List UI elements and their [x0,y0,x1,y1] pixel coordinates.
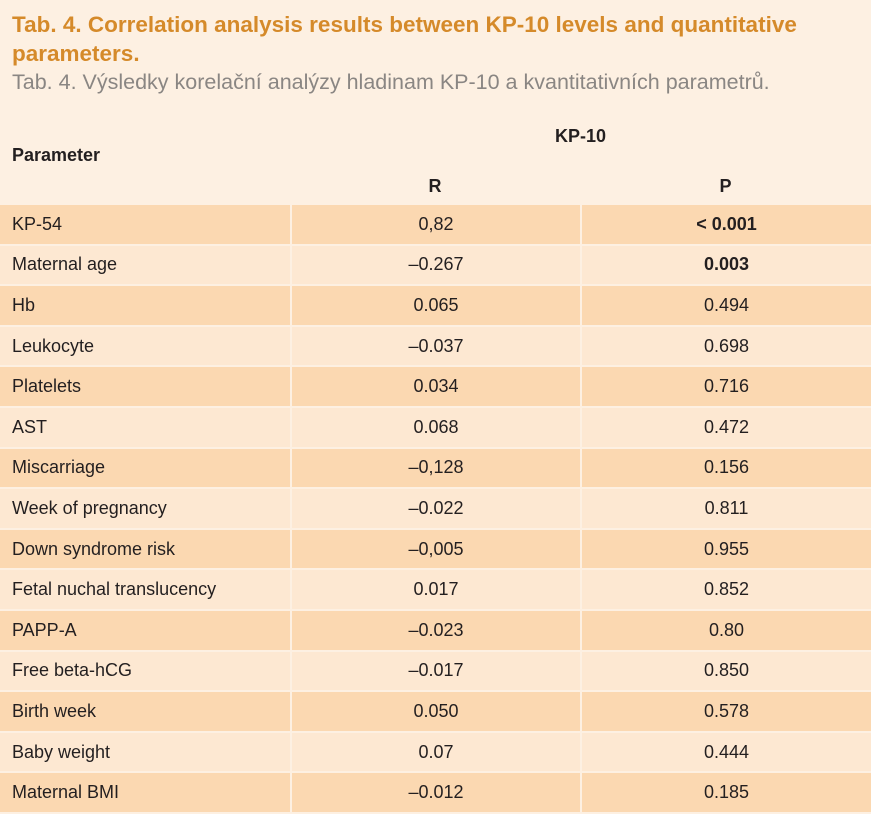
parameter-cell: Platelets [0,367,290,408]
table-caption: Tab. 4. Correlation analysis results bet… [0,0,871,96]
r-value-cell: –0.023 [290,610,580,652]
r-value-cell: 0.034 [290,367,580,408]
p-value-cell: 0.156 [580,448,871,490]
r-value-cell: 0,82 [290,205,580,246]
table-row: Down syndrome risk –0,005 0.955 [0,529,871,571]
p-value-cell: 0.578 [580,692,871,733]
table-row: Maternal BMI –0.012 0.185 [0,773,871,814]
parameter-cell: KP-54 [0,205,290,246]
table-row: Hb 0.065 0.494 [0,286,871,327]
p-value-cell: 0.852 [580,570,871,611]
table-row: Week of pregnancy –0.022 0.811 [0,489,871,530]
kp10-group-header: KP-10 [554,126,607,146]
r-value-cell: –0.037 [290,326,580,368]
r-value-cell: 0.068 [290,407,580,449]
parameter-cell: Free beta-hCG [0,651,290,693]
parameter-cell: Baby weight [0,732,290,774]
table-row: KP-54 0,82 < 0.001 [0,205,871,246]
r-value-cell: –0.017 [290,651,580,693]
p-value-cell: 0.716 [580,367,871,408]
table-title-cz: Tab. 4. Výsledky korelační analýzy hladi… [12,70,770,94]
parameter-cell: Maternal age [0,245,290,287]
table-header: Parameter KP-10 R P [0,106,871,205]
table-row: Leukocyte –0.037 0.698 [0,326,871,368]
table-row: AST 0.068 0.472 [0,407,871,449]
p-value-cell: 0.850 [580,651,871,693]
p-value-cell: 0.472 [580,407,871,449]
parameter-cell: Maternal BMI [0,773,290,814]
table-row: Baby weight 0.07 0.444 [0,732,871,774]
r-value-cell: 0.065 [290,286,580,327]
r-value-cell: 0.017 [290,570,580,611]
table-row: PAPP-A –0.023 0.80 [0,610,871,652]
parameter-cell: Fetal nuchal translucency [0,570,290,611]
table-row: Birth week 0.050 0.578 [0,692,871,733]
p-column-header: P [580,155,871,205]
r-value-cell: –0,005 [290,529,580,571]
parameter-cell: Down syndrome risk [0,529,290,571]
table-row: Fetal nuchal translucency 0.017 0.852 [0,570,871,611]
r-value-cell: 0.07 [290,732,580,774]
r-value-cell: –0.267 [290,245,580,287]
p-value-cell: 0.698 [580,326,871,368]
parameter-cell: Hb [0,286,290,327]
r-value-cell: –0.022 [290,489,580,530]
table-body: KP-54 0,82 < 0.001 Maternal age –0.267 0.003 H… [0,205,871,814]
p-value-cell: 0.955 [580,529,871,571]
parameter-cell: Leukocyte [0,326,290,368]
p-value-cell: < 0.001 [580,205,871,246]
p-value-cell: 0.494 [580,286,871,327]
parameter-cell: Miscarriage [0,448,290,490]
r-value-cell: 0.050 [290,692,580,733]
parameter-column-header: Parameter [12,145,101,165]
r-column-header: R [290,155,580,205]
r-value-cell: –0.012 [290,773,580,814]
p-value-cell: 0.811 [580,489,871,530]
correlation-table: Parameter KP-10 R P KP-54 0,82 < 0.001 Mate… [0,106,871,814]
table-row: Miscarriage –0,128 0.156 [0,448,871,490]
r-value-cell: –0,128 [290,448,580,490]
parameter-cell: Birth week [0,692,290,733]
p-value-cell: 0.185 [580,773,871,814]
table-row: Free beta-hCG –0.017 0.850 [0,651,871,693]
table-row: Platelets 0.034 0.716 [0,367,871,408]
p-value-cell: 0.444 [580,732,871,774]
parameter-cell: Week of pregnancy [0,489,290,530]
p-value-cell: 0.80 [580,610,871,652]
parameter-cell: PAPP-A [0,610,290,652]
parameter-cell: AST [0,407,290,449]
table-row: Maternal age –0.267 0.003 [0,245,871,287]
table-title-en: Tab. 4. Correlation analysis results bet… [12,12,797,66]
p-value-cell: 0.003 [580,245,871,287]
